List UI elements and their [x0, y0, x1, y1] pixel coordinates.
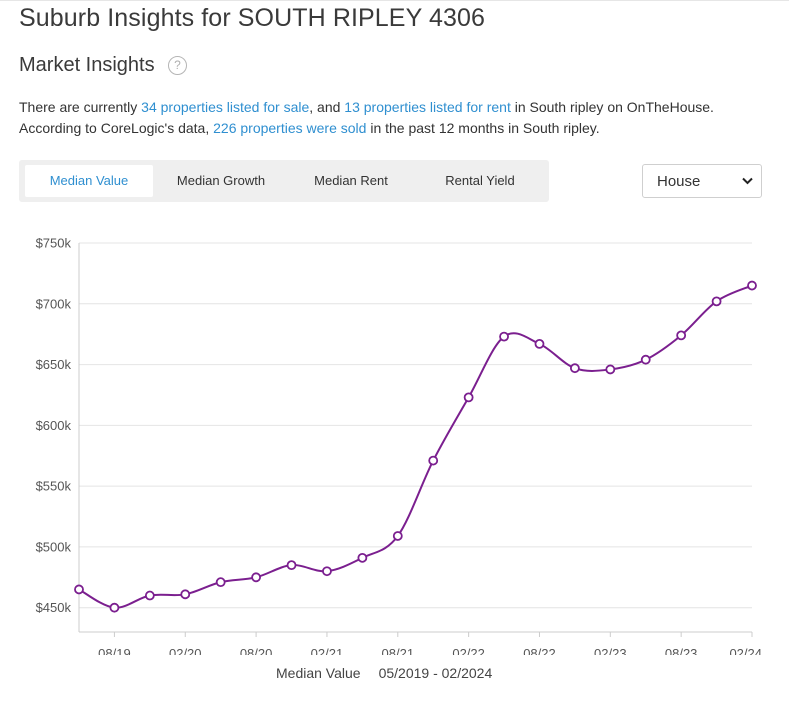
data-point [392, 531, 403, 541]
market-summary: There are currently 34 properties listed… [19, 97, 779, 139]
tab-rental-yield[interactable]: Rental Yield [445, 173, 515, 188]
tab-median-growth[interactable]: Median Growth [176, 173, 266, 188]
x-tick-label: 08/21 [382, 646, 415, 655]
data-point [605, 364, 616, 375]
property-type-value: House [657, 173, 701, 190]
y-tick-label: $650k [36, 357, 72, 372]
question-circle-icon[interactable]: ? [168, 56, 187, 75]
data-point [322, 566, 332, 577]
x-tick-label: 02/21 [311, 646, 344, 655]
y-tick-label: $500k [36, 539, 72, 554]
y-tick-label: $550k [36, 479, 72, 494]
data-point [569, 363, 580, 374]
market-insights-heading: Market Insights [19, 54, 155, 76]
x-tick-label: 08/23 [665, 646, 698, 655]
y-tick-label: $700k [36, 296, 72, 311]
listed-for-sale-link[interactable]: 34 properties listed for sale [141, 99, 310, 115]
x-tick-label: 08/22 [523, 646, 556, 655]
data-point [144, 590, 155, 601]
y-tick-label: $600k [36, 418, 72, 433]
summary-text: , and [309, 99, 345, 115]
x-tick-label: 02/22 [452, 646, 485, 655]
x-tick-label: 08/19 [98, 646, 131, 655]
chart-date-range: 05/2019 - 02/2024 [378, 665, 493, 681]
data-point [676, 330, 687, 341]
tab-median-value[interactable]: Median Value [25, 165, 153, 197]
series-line [78, 284, 753, 609]
data-point [640, 354, 651, 365]
y-tick-label: $750k [36, 236, 72, 251]
data-point [463, 392, 474, 403]
data-point [499, 331, 509, 342]
chart-caption: Median Value 05/2019 - 02/2024 [276, 665, 492, 681]
summary-text: According to CoreLogic's data, [19, 120, 214, 136]
x-tick-label: 02/24 [729, 646, 762, 655]
top-divider [0, 0, 789, 1]
summary-text: in South ripley on OnTheHouse. [510, 99, 714, 115]
data-point [747, 280, 757, 291]
data-point [428, 455, 439, 466]
listed-for-rent-link[interactable]: 13 properties listed for rent [344, 99, 511, 115]
page-title: Suburb Insights for SOUTH RIPLEY 4306 [19, 4, 485, 32]
data-point [74, 584, 84, 595]
x-tick-label: 08/20 [240, 646, 273, 655]
data-point [215, 577, 226, 588]
chart-x-label: Median Value [276, 665, 361, 681]
data-point [180, 589, 191, 600]
data-point [711, 296, 722, 307]
y-tick-label: $450k [36, 600, 72, 615]
x-tick-label: 02/20 [169, 646, 202, 655]
summary-text: There are currently [19, 99, 142, 115]
property-type-select[interactable]: House [642, 164, 762, 198]
data-point [357, 552, 368, 563]
tab-median-rent[interactable]: Median Rent [314, 173, 388, 188]
chevron-down-icon [742, 177, 753, 185]
x-tick-label: 02/23 [594, 646, 627, 655]
data-point [251, 572, 262, 583]
data-point [534, 338, 545, 349]
metric-tab-bar: Median Value Median Growth Median Rent R… [19, 160, 549, 202]
data-point [109, 602, 120, 613]
data-point [286, 560, 297, 571]
median-value-chart: $450k $500k $550k $600k $650k $700k $750k 08/19… [36, 236, 762, 656]
summary-text: in the past 12 months in South ripley. [366, 120, 600, 136]
properties-sold-link[interactable]: 226 properties were sold [213, 120, 367, 136]
